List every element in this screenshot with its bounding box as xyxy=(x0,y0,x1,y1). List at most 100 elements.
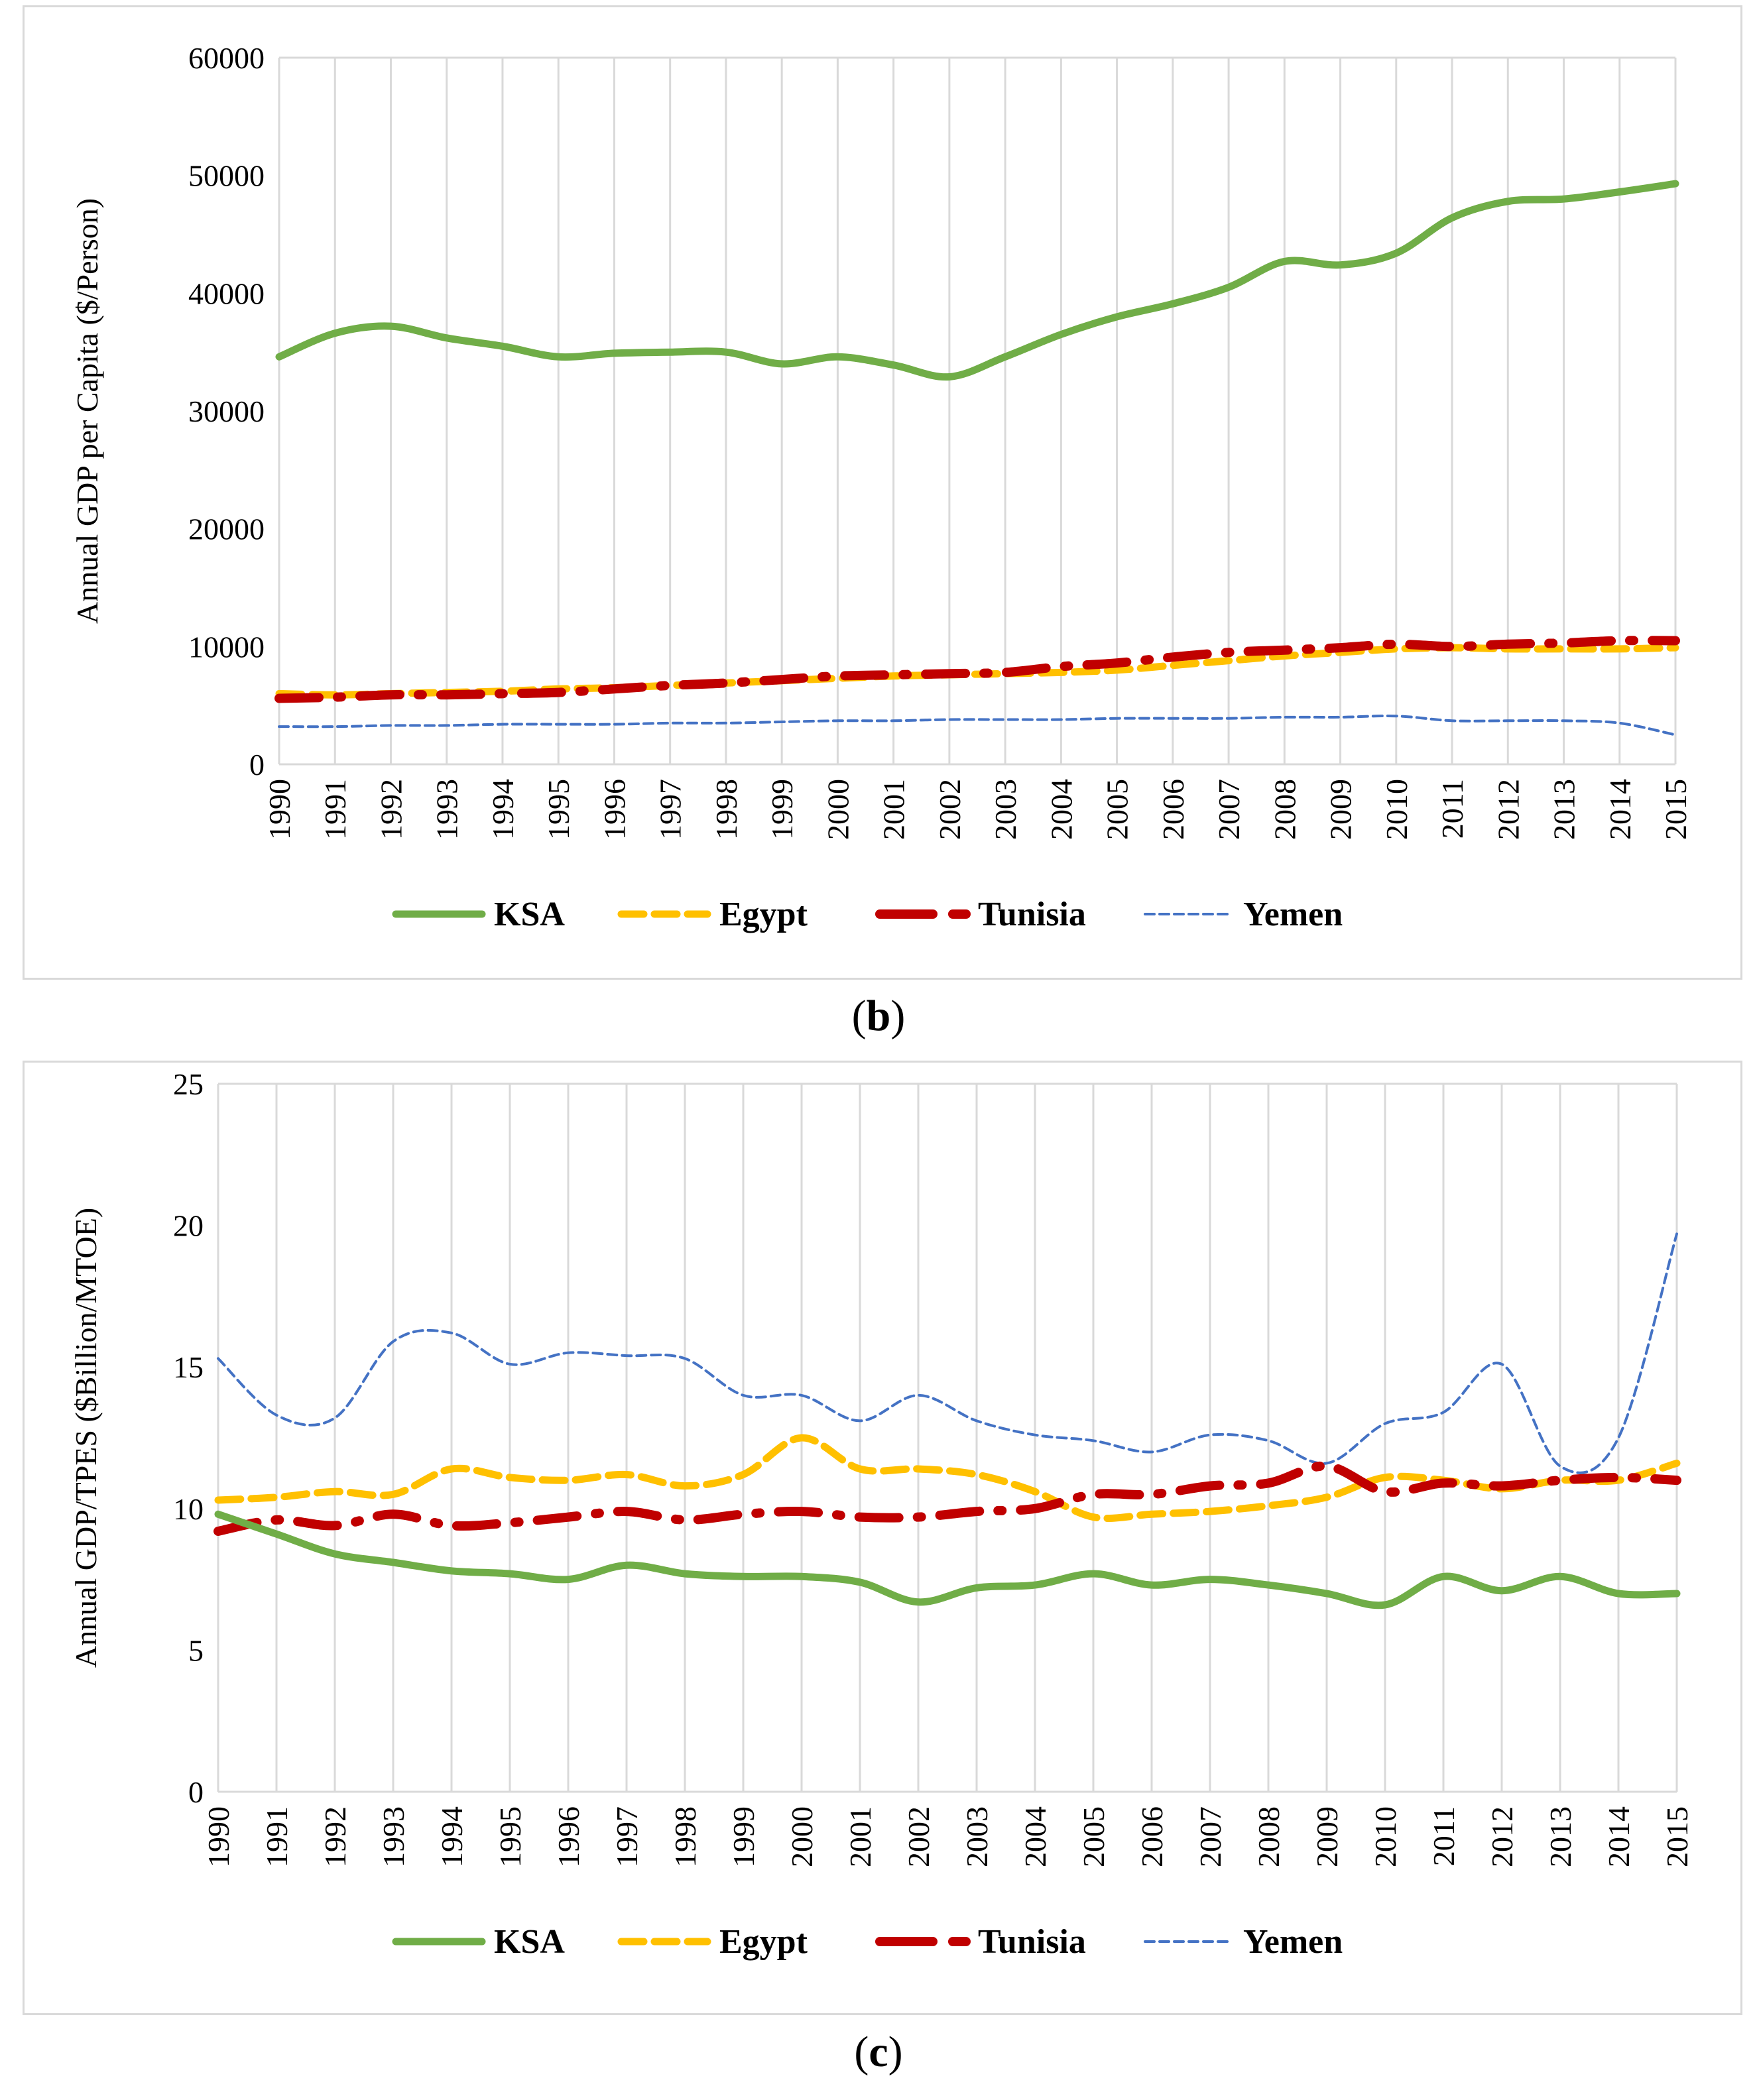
x-tick-label: 2005 xyxy=(1101,779,1134,840)
x-tick-label: 2012 xyxy=(1485,1806,1519,1867)
y-tick-label: 20 xyxy=(173,1209,204,1243)
series-line-egypt xyxy=(214,1434,1681,1522)
x-tick-label: 1993 xyxy=(430,779,464,840)
x-tick-label: 2002 xyxy=(933,779,967,840)
x-tick-label: 2007 xyxy=(1212,779,1246,840)
series-lines xyxy=(213,1232,1681,1609)
legend-label-ksa: KSA xyxy=(494,1923,565,1961)
legend: KSA Egypt Tunisia Yemen xyxy=(392,896,1343,933)
x-tick-label: 1999 xyxy=(727,1806,760,1867)
x-tick-label: 1991 xyxy=(318,779,352,840)
x-tick-label: 2009 xyxy=(1324,779,1358,840)
series-line-yemen xyxy=(278,715,1677,736)
y-axis-title: Annual GDP per Capita ($/Person) xyxy=(70,198,104,624)
x-tick-label: 2006 xyxy=(1135,1806,1169,1867)
x-tick-label: 1992 xyxy=(318,1806,352,1867)
x-tick-label: 2013 xyxy=(1544,1806,1577,1867)
x-tick-labels: 1990 1991 1992 1993 1994 1995 1996 1997 1998 1999… xyxy=(202,1806,1694,1867)
x-tick-label: 1992 xyxy=(374,779,408,840)
legend-label-tunisia: Tunisia xyxy=(978,1923,1086,1961)
x-tick-label: 1999 xyxy=(765,779,799,840)
y-tick-label: 10 xyxy=(173,1492,204,1526)
y-tick-label: 50000 xyxy=(188,159,265,193)
x-tick-label: 2014 xyxy=(1603,779,1637,840)
x-tick-label: 2011 xyxy=(1427,1806,1461,1866)
gridlines xyxy=(217,1082,1678,1793)
x-tick-label: 2010 xyxy=(1368,1806,1402,1867)
x-tick-label: 1990 xyxy=(263,779,296,840)
y-tick-label: 0 xyxy=(188,1775,204,1809)
series-lines xyxy=(274,180,1680,736)
legend-label-tunisia: Tunisia xyxy=(978,896,1086,933)
y-tick-label: 20000 xyxy=(188,512,265,546)
x-tick-label: 2014 xyxy=(1602,1806,1636,1867)
y-axis-title: Annual GDP/TPES ($Billion/MTOE) xyxy=(69,1208,103,1668)
caption-b-label: b xyxy=(866,992,891,1040)
y-tick-label: 0 xyxy=(249,748,265,782)
x-tick-label: 2009 xyxy=(1310,1806,1344,1867)
y-tick-label: 40000 xyxy=(188,276,265,310)
x-tick-label: 1994 xyxy=(435,1806,469,1867)
y-tick-label: 60000 xyxy=(188,41,265,75)
x-tick-label: 2008 xyxy=(1268,779,1302,840)
x-tick-label: 2012 xyxy=(1491,779,1525,840)
x-tick-label: 1990 xyxy=(202,1806,235,1867)
chart-panel-c: 0 5 10 15 20 25 1990 1991 1992 1993 1994 1995 1996 19… xyxy=(23,1061,1742,2015)
x-tick-label: 1994 xyxy=(486,779,520,840)
legend-label-egypt: Egypt xyxy=(719,896,808,933)
y-tick-label: 10000 xyxy=(188,630,265,664)
x-tick-label: 2003 xyxy=(989,779,1022,840)
series-line-tunisia xyxy=(213,1461,1681,1536)
x-tick-label: 2013 xyxy=(1547,779,1581,840)
x-tick-label: 1993 xyxy=(377,1806,410,1867)
x-tick-label: 1991 xyxy=(260,1806,294,1867)
x-tick-label: 2015 xyxy=(1659,779,1693,840)
caption-c-label: c xyxy=(869,2028,888,2076)
caption-c: (c) xyxy=(854,2028,903,2076)
x-tick-label: 2001 xyxy=(877,779,911,840)
series-line-ksa xyxy=(214,1510,1681,1609)
x-tick-label: 2003 xyxy=(960,1806,994,1867)
y-tick-label: 30000 xyxy=(188,394,265,428)
series-line-yemen xyxy=(217,1232,1678,1474)
legend-label-egypt: Egypt xyxy=(719,1923,808,1961)
chart-panel-b: 0 10000 20000 30000 40000 50000 60000 1990 1991 1… xyxy=(23,5,1742,980)
y-tick-label: 25 xyxy=(173,1067,204,1101)
x-tick-label: 1996 xyxy=(597,779,631,840)
x-tick-label: 2006 xyxy=(1156,779,1190,840)
x-tick-label: 1995 xyxy=(542,779,576,840)
y-tick-label: 15 xyxy=(173,1350,204,1384)
series-line-egypt xyxy=(275,644,1679,699)
x-tick-label: 2001 xyxy=(843,1806,877,1867)
y-tick-labels: 0 10000 20000 30000 40000 50000 60000 xyxy=(188,41,265,782)
legend: KSA Egypt Tunisia Yemen xyxy=(392,1923,1343,1961)
x-tick-label: 2002 xyxy=(902,1806,936,1867)
x-tick-label: 2007 xyxy=(1193,1806,1227,1867)
gridlines xyxy=(278,56,1677,766)
x-tick-label: 1995 xyxy=(493,1806,527,1867)
caption-b: (b) xyxy=(851,992,906,1040)
x-tick-label: 1997 xyxy=(610,1806,644,1867)
x-tick-label: 1997 xyxy=(654,779,688,840)
x-tick-label: 1998 xyxy=(709,779,743,840)
x-tick-label: 2000 xyxy=(785,1806,819,1867)
legend-label-yemen: Yemen xyxy=(1243,896,1343,933)
series-line-ksa xyxy=(275,180,1679,381)
y-tick-label: 5 xyxy=(188,1633,204,1667)
x-tick-label: 1996 xyxy=(552,1806,585,1867)
x-tick-label: 2008 xyxy=(1252,1806,1286,1867)
x-tick-label: 1998 xyxy=(668,1806,702,1867)
legend-label-ksa: KSA xyxy=(494,896,565,933)
legend-label-yemen: Yemen xyxy=(1243,1923,1343,1961)
y-tick-labels: 0 5 10 15 20 25 xyxy=(173,1067,204,1809)
x-tick-labels: 1990 1991 1992 1993 1994 1995 1996 1997 1998 1999… xyxy=(263,779,1693,840)
x-tick-label: 2004 xyxy=(1018,1806,1052,1867)
x-tick-label: 2010 xyxy=(1380,779,1414,840)
series-line-tunisia xyxy=(274,636,1680,703)
x-tick-label: 2000 xyxy=(821,779,855,840)
x-tick-label: 2015 xyxy=(1660,1806,1694,1867)
x-tick-label: 2005 xyxy=(1077,1806,1111,1867)
x-tick-label: 2004 xyxy=(1044,779,1078,840)
